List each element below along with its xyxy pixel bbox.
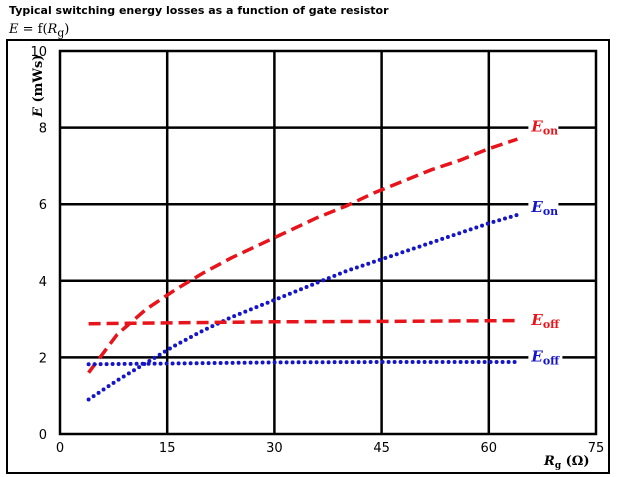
legend-label-0: Eon	[530, 118, 558, 138]
x-axis-label-main: R	[543, 454, 555, 469]
x-axis-label-unit: (Ω)	[561, 454, 589, 469]
y-tick-label: 2	[39, 351, 47, 366]
y-tick-label: 10	[30, 45, 47, 60]
legend-label-1: Eon	[530, 198, 558, 218]
legend-label-3: Eoff	[530, 347, 560, 367]
x-axis-label-sub: g	[555, 461, 562, 471]
y-axis-label-unit: (mWs)	[31, 55, 46, 108]
grid	[58, 49, 598, 436]
y-tick-label: 8	[39, 122, 47, 137]
formula-lhs: E	[9, 22, 19, 37]
x-tick-label: 30	[266, 441, 283, 456]
formula-mid: = f(	[18, 22, 48, 37]
legend-label-bg	[528, 197, 559, 218]
tick-labels: 0 15 30 45 60 75 0 2 4 6 8 10	[30, 45, 604, 456]
legend-label-bg	[528, 116, 559, 137]
y-tick-label: 0	[39, 428, 47, 443]
legend-label-bg	[528, 346, 563, 367]
chart-formula: E = f(Rg)	[9, 22, 69, 40]
series-group	[86, 137, 520, 402]
legend-label-sub: on	[543, 205, 558, 218]
y-axis-label: E (mWs)	[31, 55, 46, 118]
series-line-e-off-2	[88, 318, 518, 326]
legend-label-sub: on	[543, 125, 558, 138]
legend-label-bg	[528, 310, 563, 331]
x-tick-label: 75	[588, 441, 605, 456]
legend-label-main: E	[530, 347, 543, 365]
x-tick-label: 0	[56, 441, 64, 456]
formula-var: R	[47, 22, 58, 37]
formula-end: )	[64, 22, 70, 37]
legend-label-sub: off	[543, 318, 560, 331]
chart-title: Typical switching energy losses as a fun…	[9, 4, 389, 17]
legend-label-main: E	[530, 118, 543, 136]
x-tick-label: 60	[481, 441, 498, 456]
series-line-e-on-0	[87, 137, 518, 374]
y-axis-label-main: E	[31, 106, 46, 118]
plot-area-border	[58, 49, 598, 436]
chart-frame	[6, 39, 610, 474]
legend-label-2: Eoff	[530, 311, 560, 331]
x-axis-label: Rg (Ω)	[543, 454, 590, 471]
legend-label-main: E	[530, 198, 543, 216]
series-line-e-off-3	[86, 360, 520, 367]
series-line-e-on-1	[86, 212, 520, 402]
formula-sub: g	[57, 26, 65, 40]
y-tick-label: 4	[39, 275, 47, 290]
x-tick-label: 45	[373, 441, 390, 456]
legend-label-sub: off	[543, 354, 560, 367]
x-tick-label: 15	[159, 441, 176, 456]
y-tick-label: 6	[39, 198, 47, 213]
legend-label-main: E	[530, 311, 543, 329]
